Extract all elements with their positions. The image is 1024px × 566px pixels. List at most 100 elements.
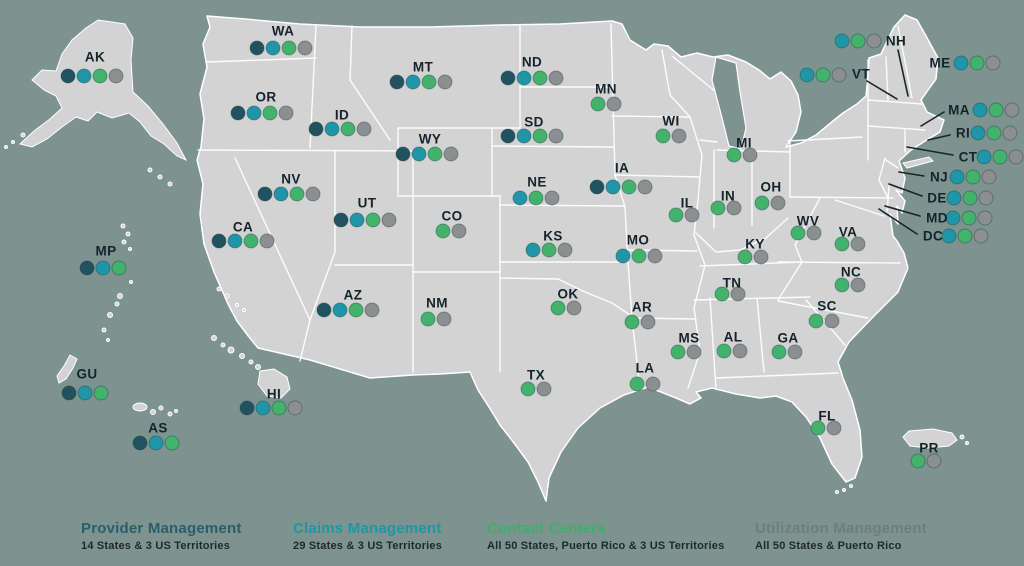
claims-dot [605, 179, 621, 195]
state-MP: MP [79, 244, 127, 276]
utilization-dot [381, 212, 397, 228]
state-label-KS: KS [543, 229, 563, 244]
hawaii [211, 335, 291, 399]
claims-dot [525, 242, 541, 258]
state-SC: SC [808, 299, 840, 329]
utilization-dot [831, 67, 847, 83]
state-label-NJ: NJ [930, 170, 948, 185]
state-WV: WV [790, 214, 822, 241]
state-label-CO: CO [441, 209, 462, 224]
utilization-dot [287, 400, 303, 416]
state-label-CT: CT [959, 150, 978, 165]
state-label-NV: NV [281, 172, 301, 187]
utilization-dot [826, 420, 842, 436]
state-OH: OH [754, 180, 786, 211]
claims-dot [949, 169, 965, 185]
state-ID: ID [308, 108, 372, 137]
state-label-MI: MI [736, 136, 752, 151]
state-label-SD: SD [524, 115, 544, 130]
utilization-dot [726, 200, 742, 216]
contact-dot [532, 70, 548, 86]
utilization-dot [437, 74, 453, 90]
claims-dot [148, 435, 164, 451]
state-label-VA: VA [839, 225, 858, 240]
utilization-dot [981, 169, 997, 185]
contact-dot [992, 149, 1008, 165]
claims-dot [953, 55, 969, 71]
callout-line-DC [878, 208, 918, 235]
utilization-dot [364, 302, 380, 318]
contact-dot [590, 96, 606, 112]
guam [56, 354, 78, 384]
state-NH: NH [834, 33, 906, 49]
state-MN: MN [590, 82, 622, 112]
contact-dot [164, 435, 180, 451]
contact-dot [435, 223, 451, 239]
contact-dot [988, 102, 1004, 118]
utilization-dot [753, 249, 769, 265]
utilization-dot [1004, 102, 1020, 118]
contact-dot [668, 207, 684, 223]
state-ME: ME [929, 55, 1001, 71]
state-label-WI: WI [662, 114, 679, 129]
state-WA: WA [249, 24, 313, 56]
claims-dot [512, 190, 528, 206]
state-label-MA: MA [948, 103, 970, 118]
callout-line-NJ [898, 171, 925, 177]
contact-dot [771, 344, 787, 360]
contact-dot [790, 225, 806, 241]
claims-dot [77, 385, 93, 401]
contact-dot [737, 249, 753, 265]
state-label-SC: SC [817, 299, 837, 314]
utilization-dot [850, 277, 866, 293]
state-DC: DC [923, 228, 989, 244]
contact-dot [655, 128, 671, 144]
utilization-dot [1002, 125, 1018, 141]
utilization-dot [730, 286, 746, 302]
state-AR: AR [624, 300, 656, 330]
state-label-OK: OK [557, 287, 578, 302]
utilization-dot [973, 228, 989, 244]
channel-islands [216, 286, 247, 313]
florida-keys [835, 484, 853, 494]
lake-michigan [711, 56, 747, 150]
claims-dot [615, 248, 631, 264]
state-NE: NE [512, 175, 560, 206]
contact-dot [365, 212, 381, 228]
utilization-dot [451, 223, 467, 239]
state-IA: IA [589, 161, 653, 195]
state-label-WA: WA [272, 24, 295, 39]
state-CO: CO [435, 209, 467, 239]
state-label-IN: IN [721, 189, 735, 204]
callout-line-VT [866, 80, 898, 100]
contact-dot [834, 277, 850, 293]
state-MS: MS [670, 331, 702, 360]
utilization-dot [977, 210, 993, 226]
contact-dot [834, 236, 850, 252]
state-label-AZ: AZ [344, 288, 363, 303]
state-NM: NM [420, 296, 452, 327]
contact-dot [716, 343, 732, 359]
contact-dot [541, 242, 557, 258]
provider-dot [60, 68, 76, 84]
state-label-WV: WV [797, 214, 820, 229]
state-WY: WY [395, 132, 459, 162]
utilization-dot [926, 453, 942, 469]
state-OR: OR [230, 90, 294, 121]
utilization-dot [985, 55, 1001, 71]
claims-dot [265, 40, 281, 56]
state-label-CA: CA [233, 220, 253, 235]
provider-dot [79, 260, 95, 276]
state-label-AK: AK [85, 50, 105, 65]
claims-dot [324, 121, 340, 137]
utilization-dot [770, 195, 786, 211]
callout-line-DE [888, 183, 923, 197]
contact-dot [421, 74, 437, 90]
utilization-dot [259, 233, 275, 249]
state-KY: KY [737, 237, 769, 265]
utilization-dot [436, 311, 452, 327]
contact-dot [962, 190, 978, 206]
contact-dot [348, 302, 364, 318]
state-DE: DE [927, 190, 994, 206]
state-MA: MA [948, 102, 1020, 118]
